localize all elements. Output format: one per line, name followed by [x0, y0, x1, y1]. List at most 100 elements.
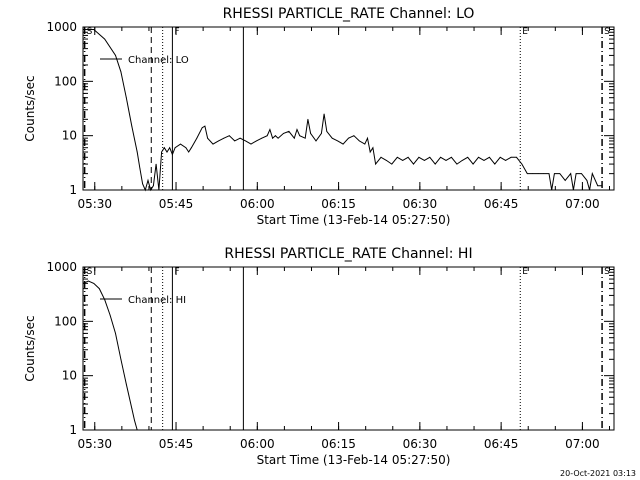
chart-1-marker-label: S: [87, 267, 93, 277]
chart-0-data-point: [505, 160, 506, 161]
chart-0-data-point: [591, 173, 593, 175]
chart-1-x-tick-label: 06:30: [403, 437, 438, 451]
chart-0-data-point: [342, 143, 344, 145]
chart-0-data-point: [424, 160, 425, 161]
chart-0-marker-label: E: [522, 27, 528, 37]
chart-0-data-point: [407, 156, 409, 158]
chart-0-data-point: [532, 173, 534, 175]
chart-0-data-point: [155, 163, 157, 165]
chart-0-data-point: [188, 151, 190, 153]
chart-0-data-point: [597, 185, 599, 187]
chart-0-x-tick-label: 05:30: [77, 197, 112, 211]
chart-1-data-point: [120, 358, 122, 360]
chart-0-data-point: [551, 189, 553, 191]
chart-0-data-point: [125, 97, 127, 99]
chart-0-data-point: [139, 168, 141, 169]
chart-0-data-point: [315, 140, 317, 142]
chart-0-data-point: [372, 147, 374, 149]
chart-0-data-point: [418, 156, 420, 158]
chart-0-data-point: [386, 160, 387, 161]
chart-0-x-tick-label: 05:45: [159, 197, 194, 211]
chart-0-x-tick-label: 07:00: [565, 197, 600, 211]
chart-1-y-tick-label: 100: [54, 314, 77, 328]
chart-0-marker-label: S: [87, 27, 93, 37]
chart-1-x-tick-label: 05:30: [77, 437, 112, 451]
chart-0-plot-frame: [82, 26, 615, 191]
chart-0-data-point: [494, 163, 496, 165]
chart-0-data-point: [223, 137, 225, 139]
chart-0-data-point: [478, 156, 479, 158]
chart-0-data-point: [245, 140, 247, 142]
chart-0-data-point: [434, 163, 436, 165]
chart-0-data-point: [337, 140, 339, 142]
chart-0-data-point: [304, 137, 306, 139]
chart-0-data-point: [348, 137, 349, 139]
chart-0-data-point: [413, 163, 414, 165]
chart-1-data-point: [98, 288, 100, 289]
chart-0-data-point: [142, 183, 144, 185]
chart-1-data-point: [136, 429, 138, 431]
chart-0-data-point: [299, 135, 301, 137]
chart-0-data-point: [456, 163, 458, 165]
chart-0-x-axis-label: Start Time (13-Feb-14 05:27:50): [257, 213, 451, 227]
chart-0-data-point: [451, 156, 452, 158]
chart-0-data-point: [196, 137, 198, 139]
chart-0-y-tick-label: 100: [54, 74, 77, 88]
chart-1-x-axis-label: Start Time (13-Feb-14 05:27:50): [257, 453, 451, 467]
chart-0-y-axis-label: Counts/sec: [23, 75, 37, 141]
chart-0-data-point: [204, 125, 206, 127]
chart-0-data-point: [521, 163, 523, 165]
chart-0-data-point: [326, 131, 328, 132]
chart-0-data-point: [510, 156, 512, 158]
chart-0-data-point: [586, 180, 588, 181]
chart-0-data-point: [147, 180, 149, 181]
chart-0-data-point: [234, 140, 236, 142]
chart-0-data-point: [429, 156, 431, 158]
chart-0-data-point: [601, 185, 603, 187]
chart-0-data-point: [277, 137, 279, 139]
chart-0-data-point: [191, 147, 192, 149]
chart-0-data-point: [364, 143, 366, 145]
chart-0-data-point: [402, 160, 404, 161]
chart-0-x-tick-label: 06:00: [240, 197, 275, 211]
chart-0-data-point: [396, 156, 398, 158]
chart-0-data-point: [250, 143, 252, 145]
chart-0-data-point: [575, 173, 577, 175]
chart-0-data-point: [445, 160, 447, 161]
chart-0-data-point: [554, 173, 555, 175]
chart-0-data-point: [218, 140, 219, 142]
chart-1-y-tick-label: 1: [69, 423, 77, 437]
chart-0-data-point: [516, 156, 517, 158]
chart-0-y-tick-label: 1: [69, 183, 77, 197]
chart-0-data-point: [136, 151, 138, 153]
chart-0-data-point: [185, 147, 187, 149]
chart-0-data-point: [115, 55, 116, 56]
chart-0-data-point: [261, 137, 263, 139]
chart-0-data-point: [526, 173, 528, 175]
chart-1-y-tick-label: 1000: [46, 260, 77, 274]
chart-0-data-point: [161, 151, 163, 153]
chart-0-data-point: [293, 137, 295, 139]
chart-0-marker-label: S: [604, 27, 610, 37]
chart-1-marker-label: S: [604, 267, 610, 277]
chart-0-x-tick-label: 06:45: [484, 197, 519, 211]
chart-0-data-point: [120, 71, 122, 73]
chart-1-title: RHESSI PARTICLE_RATE Channel: HI: [224, 246, 472, 262]
timestamp-footer: 20-Oct-2021 03:13: [560, 469, 636, 478]
chart-1-data-point: [93, 283, 95, 284]
chart-1-x-tick-label: 06:15: [321, 437, 356, 451]
chart-0-data-point: [589, 189, 590, 191]
chart-0-data-point: [169, 147, 171, 149]
chart-0-x-tick-label: 06:15: [321, 197, 356, 211]
chart-0-data-point: [131, 125, 133, 127]
chart-0-data-point: [163, 147, 165, 149]
chart-1-x-tick-label: 05:45: [159, 437, 194, 451]
chart-0-data-point: [201, 127, 203, 129]
chart-0-data-point: [158, 189, 160, 191]
chart-0-series-line: [83, 29, 603, 192]
panel-lo: RHESSI PARTICLE_RATE Channel: LO 05:30 05:…: [23, 6, 615, 227]
chart-1-data-point: [125, 383, 127, 385]
chart-0-data-point: [564, 180, 566, 181]
chart-0-data-point: [375, 163, 376, 165]
chart-1-data-point: [115, 333, 116, 334]
